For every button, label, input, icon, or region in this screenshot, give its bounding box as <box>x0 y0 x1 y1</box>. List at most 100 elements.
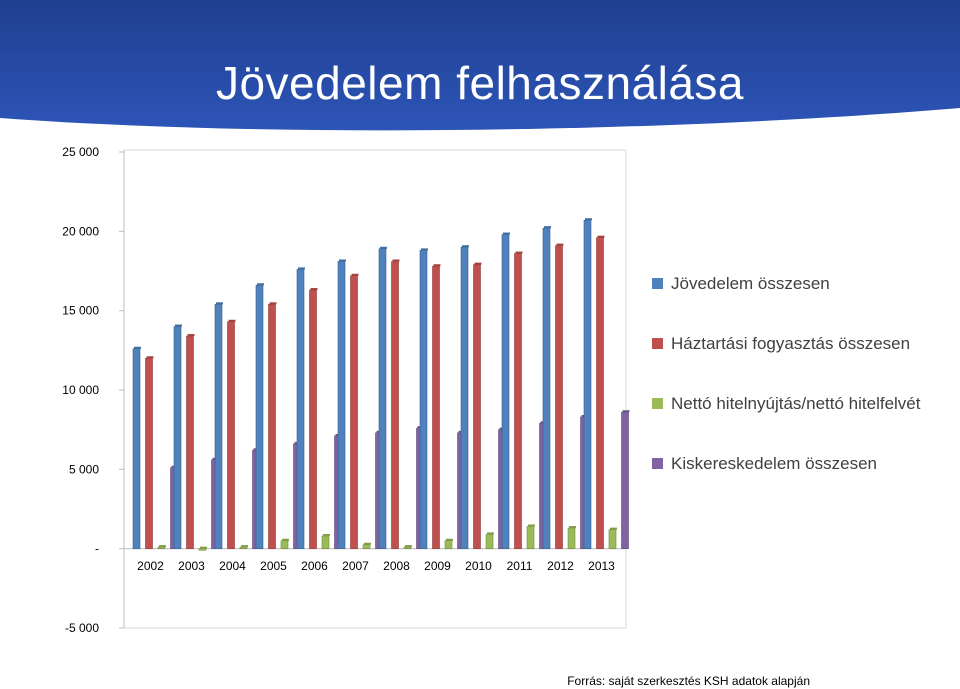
x-tick-label: 2006 <box>301 559 328 573</box>
x-tick-label: 2002 <box>137 559 164 573</box>
bar <box>186 335 194 549</box>
bar-top-cap <box>134 346 141 349</box>
y-tick-label: 15 000 <box>62 304 99 318</box>
bar-top-cap <box>622 410 630 413</box>
bar-top-cap <box>556 243 564 246</box>
bar-top-cap <box>298 267 305 270</box>
bar <box>621 411 629 549</box>
bar <box>239 546 248 549</box>
bar <box>173 326 182 549</box>
bar <box>157 546 166 549</box>
bar <box>255 284 264 549</box>
bar-top-cap <box>528 524 535 527</box>
legend-label: Nettó hitelnyújtás/nettó hitelfelvét <box>671 394 921 413</box>
bar-top-cap <box>310 288 318 291</box>
bar <box>526 526 535 549</box>
legend-label: Kiskereskedelem összesen <box>671 454 877 473</box>
bar <box>268 304 276 549</box>
bar <box>542 227 551 549</box>
x-tick-label: 2007 <box>342 559 369 573</box>
bar-top-cap <box>380 246 387 249</box>
bar <box>596 237 604 549</box>
bar-top-cap <box>351 273 359 276</box>
x-tick-label: 2004 <box>219 559 246 573</box>
y-tick-label: -5 000 <box>65 621 99 635</box>
x-tick-label: 2008 <box>383 559 410 573</box>
bar-top-cap <box>446 538 453 541</box>
legend-swatch <box>652 278 663 289</box>
bar-top-cap <box>257 283 264 286</box>
legend-label: Háztartási fogyasztás összesen <box>671 334 911 353</box>
bar-top-cap <box>200 546 207 549</box>
legend-swatch <box>652 398 663 409</box>
bar <box>214 304 223 549</box>
bar <box>501 234 510 549</box>
x-tick-label: 2005 <box>260 559 287 573</box>
bar-top-cap <box>364 542 371 545</box>
bar-top-cap <box>241 545 248 548</box>
bar-top-cap <box>474 262 482 265</box>
bar-top-cap <box>323 533 330 536</box>
slide-title: Jövedelem felhasználása <box>215 57 745 109</box>
bar <box>514 253 522 549</box>
source-note: Forrás: saját szerkesztés KSH adatok ala… <box>567 674 810 688</box>
y-tick-label: 20 000 <box>62 224 99 238</box>
bar <box>309 289 317 549</box>
legend-swatch <box>652 338 663 349</box>
bar-top-cap <box>462 245 469 248</box>
x-tick-label: 2013 <box>588 559 615 573</box>
bar-top-cap <box>433 264 441 267</box>
bar <box>473 264 481 549</box>
bar-top-cap <box>421 248 428 251</box>
bar-top-cap <box>503 232 510 235</box>
bar <box>567 527 576 549</box>
bar-top-cap <box>392 259 400 262</box>
bar-top-cap <box>146 356 154 359</box>
bar-top-cap <box>339 259 346 262</box>
bar <box>583 219 592 549</box>
bar <box>132 348 141 549</box>
bar <box>362 544 371 549</box>
bar <box>378 248 387 549</box>
y-tick-label: 5 000 <box>69 462 99 476</box>
bar <box>391 261 399 549</box>
bar <box>419 250 428 549</box>
bar-top-cap <box>159 545 166 548</box>
bar-top-cap <box>175 324 182 327</box>
bar <box>608 529 617 549</box>
bar <box>460 246 469 549</box>
x-tick-label: 2011 <box>507 559 533 573</box>
bar-top-cap <box>585 218 592 221</box>
bar <box>227 321 235 549</box>
bar <box>280 540 289 549</box>
bar-top-cap <box>216 302 223 305</box>
bar-top-cap <box>569 526 576 529</box>
y-tick-label: 10 000 <box>62 383 99 397</box>
y-tick-label: - <box>95 542 99 556</box>
bar-top-cap <box>597 235 605 238</box>
bar <box>145 357 153 549</box>
bar <box>337 261 346 549</box>
bar <box>444 540 453 549</box>
title-banner <box>0 0 960 131</box>
x-tick-label: 2012 <box>547 559 574 573</box>
bar <box>555 245 563 549</box>
legend-swatch <box>652 458 663 469</box>
bar <box>485 534 494 549</box>
bar <box>350 275 358 549</box>
legend-label: Jövedelem összesen <box>671 274 830 293</box>
bar <box>296 269 305 549</box>
x-tick-label: 2009 <box>424 559 451 573</box>
bar-top-cap <box>228 319 236 322</box>
bar-top-cap <box>269 302 277 305</box>
bar-top-cap <box>187 334 195 337</box>
bar-top-cap <box>405 545 412 548</box>
x-tick-label: 2003 <box>178 559 205 573</box>
bar-top-cap <box>544 226 551 229</box>
bar-top-cap <box>610 527 617 530</box>
bar <box>403 546 412 549</box>
bar <box>321 535 330 549</box>
x-tick-label: 2010 <box>465 559 492 573</box>
bar-top-cap <box>487 532 494 535</box>
